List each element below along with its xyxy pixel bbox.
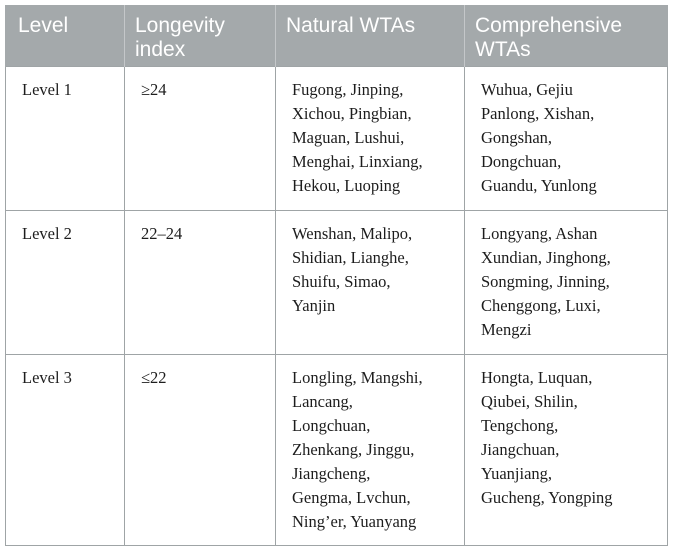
comprehensive-line: Panlong, Xishan, — [481, 103, 595, 123]
cell-level: Level 3 — [5, 353, 125, 546]
wta-longevity-table: Level Longevity index Natural WTAs Compr… — [5, 5, 668, 546]
table-row: Level 1 ≥24 Fugong, Jinping, Xichou, Pin… — [5, 65, 668, 211]
comprehensive-line: Longyang, Ashan — [481, 223, 598, 243]
cell-index: 22–24 — [124, 209, 276, 355]
natural-line: Maguan, Lushui, — [292, 127, 405, 147]
natural-line: Wenshan, Malipo, — [292, 223, 413, 243]
level-text: Level 2 — [22, 223, 72, 243]
natural-line: Menghai, Linxiang, — [292, 151, 423, 171]
index-text: ≤22 — [141, 367, 167, 387]
comprehensive-line: Qiubei, Shilin, — [481, 391, 578, 411]
natural-line: Fugong, Jinping, — [292, 79, 404, 99]
cell-index: ≥24 — [124, 65, 276, 211]
cell-comprehensive: Wuhua, Gejiu Panlong, Xishan, Gongshan, … — [464, 65, 668, 211]
natural-line: Zhenkang, Jinggu, — [292, 439, 415, 459]
comprehensive-line: Mengzi — [481, 319, 532, 339]
comprehensive-line: Gongshan, — [481, 127, 553, 147]
natural-line: Longchuan, — [292, 415, 371, 435]
natural-line: Hekou, Luoping — [292, 175, 401, 195]
level-text: Level 3 — [22, 367, 72, 387]
cell-level: Level 1 — [5, 65, 125, 211]
comprehensive-line: Hongta, Luquan, — [481, 367, 593, 387]
cell-natural: Wenshan, Malipo, Shidian, Lianghe, Shuif… — [275, 209, 465, 355]
natural-line: Gengma, Lvchun, — [292, 487, 411, 507]
natural-line: Longling, Mangshi, — [292, 367, 423, 387]
index-text: 22–24 — [141, 223, 183, 243]
cell-natural: Longling, Mangshi, Lancang, Longchuan, Z… — [275, 353, 465, 546]
comprehensive-line: Songming, Jinning, — [481, 271, 610, 291]
header-natural-wtas-line: Natural WTAs — [286, 14, 416, 37]
header-comprehensive-wtas-line-1: Comprehensive — [475, 14, 623, 37]
comprehensive-line: Wuhua, Gejiu — [481, 79, 573, 99]
cell-comprehensive: Longyang, Ashan Xundian, Jinghong, Songm… — [464, 209, 668, 355]
table-header-row: Level Longevity index Natural WTAs Compr… — [5, 5, 668, 66]
comprehensive-line: Tengchong, — [481, 415, 559, 435]
comprehensive-line: Gucheng, Yongping — [481, 487, 613, 507]
comprehensive-line: Xundian, Jinghong, — [481, 247, 611, 267]
header-level-line: Level — [18, 14, 69, 37]
header-longevity-index: Longevity index — [124, 5, 276, 66]
natural-line: Shuifu, Simao, — [292, 271, 391, 291]
comprehensive-line: Guandu, Yunlong — [481, 175, 597, 195]
header-comprehensive-wtas-line-2: WTAs — [475, 38, 531, 61]
table-row: Level 3 ≤22 Longling, Mangshi, Lancang, … — [5, 353, 668, 546]
cell-comprehensive: Hongta, Luquan, Qiubei, Shilin, Tengchon… — [464, 353, 668, 546]
comprehensive-line: Jiangchuan, — [481, 439, 560, 459]
header-level: Level — [5, 5, 125, 66]
cell-level: Level 2 — [5, 209, 125, 355]
comprehensive-line: Yuanjiang, — [481, 463, 553, 483]
comprehensive-line: Chenggong, Luxi, — [481, 295, 601, 315]
cell-index: ≤22 — [124, 353, 276, 546]
index-text: ≥24 — [141, 79, 167, 99]
level-text: Level 1 — [22, 79, 72, 99]
header-natural-wtas: Natural WTAs — [275, 5, 465, 66]
natural-line: Xichou, Pingbian, — [292, 103, 412, 123]
header-comprehensive-wtas: Comprehensive WTAs — [464, 5, 668, 66]
comprehensive-line: Dongchuan, — [481, 151, 562, 171]
natural-line: Jiangcheng, — [292, 463, 371, 483]
cell-natural: Fugong, Jinping, Xichou, Pingbian, Magua… — [275, 65, 465, 211]
table-row: Level 2 22–24 Wenshan, Malipo, Shidian, … — [5, 209, 668, 355]
header-longevity-index-line-1: Longevity — [135, 14, 225, 37]
natural-line: Shidian, Lianghe, — [292, 247, 409, 267]
natural-line: Ning’er, Yuanyang — [292, 511, 417, 531]
natural-line: Yanjin — [292, 295, 336, 315]
header-longevity-index-line-2: index — [135, 38, 186, 61]
natural-line: Lancang, — [292, 391, 353, 411]
